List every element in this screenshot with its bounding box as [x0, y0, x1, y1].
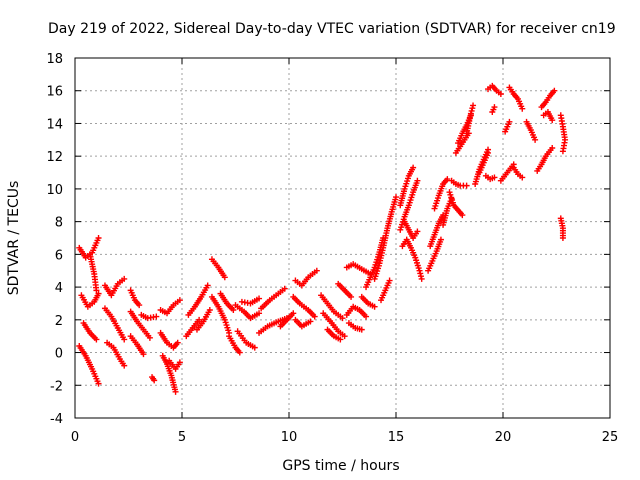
data-point: [313, 267, 320, 274]
plot-frame: [74, 57, 611, 419]
data-point: [176, 359, 183, 366]
data-point: [410, 164, 417, 171]
data-point: [93, 287, 100, 294]
data-point: [497, 91, 504, 97]
y-tick-label: 6: [55, 248, 63, 263]
data-point: [236, 349, 243, 356]
y-tick-label: -2: [50, 379, 63, 394]
data-point: [140, 351, 147, 358]
data-point: [95, 235, 102, 241]
data-point: [290, 310, 297, 317]
data-point: [339, 315, 346, 322]
data-point: [176, 297, 183, 304]
data-point: [467, 110, 474, 117]
data-point: [363, 313, 370, 320]
data-point: [414, 228, 421, 235]
data-point: [549, 145, 556, 151]
data-point: [470, 102, 477, 109]
x-tick-label: 25: [602, 430, 619, 445]
data-point: [337, 336, 344, 343]
data-point: [459, 212, 466, 219]
data-point: [469, 105, 476, 112]
y-tick-label: 4: [55, 281, 63, 296]
chart-title: Day 219 of 2022, Sidereal Day-to-day VTE…: [48, 21, 616, 37]
x-tick-label: 5: [178, 430, 186, 445]
y-tick-label: 8: [55, 216, 63, 231]
data-point: [307, 318, 314, 325]
data-point: [151, 377, 158, 384]
y-tick-label: 12: [46, 150, 63, 165]
data-point: [371, 303, 378, 310]
axis-ticks: [74, 57, 611, 419]
data-point: [463, 182, 470, 189]
data-point: [206, 307, 213, 313]
data-point: [418, 275, 425, 282]
data-point: [174, 339, 181, 346]
data-point: [146, 334, 153, 341]
data-point: [468, 107, 475, 114]
y-tick-label: 16: [46, 85, 63, 100]
x-tick-label: 0: [71, 430, 79, 445]
data-point: [230, 307, 237, 313]
data-point: [549, 117, 556, 124]
data-point: [348, 293, 355, 300]
data-points: [76, 82, 569, 395]
data-point: [256, 295, 263, 302]
data-point: [416, 267, 423, 274]
data-point: [121, 362, 128, 369]
data-point: [444, 176, 451, 183]
y-tick-label: 0: [55, 347, 63, 362]
data-point: [121, 275, 128, 282]
data-point: [251, 344, 258, 351]
data-point: [341, 333, 348, 340]
data-point: [506, 118, 513, 125]
data-point: [519, 174, 526, 181]
x-tick-label: 20: [495, 430, 512, 445]
data-point: [559, 148, 566, 155]
data-point: [311, 313, 318, 320]
data-point: [393, 194, 399, 201]
y-axis-label: SDTVAR / TECUs: [6, 181, 22, 296]
data-point: [386, 277, 393, 284]
data-point: [121, 336, 128, 343]
y-tick-label: -4: [50, 412, 63, 427]
y-tick-label: 2: [55, 314, 63, 329]
data-point: [281, 285, 288, 292]
y-tick-label: 18: [46, 52, 63, 67]
y-tick-label: 10: [46, 183, 63, 198]
data-point: [417, 273, 424, 280]
data-point: [204, 282, 211, 289]
data-point: [153, 313, 160, 320]
data-point: [532, 136, 539, 143]
data-point: [93, 336, 100, 343]
data-point: [519, 105, 526, 112]
data-point: [256, 310, 263, 317]
data-point: [491, 174, 498, 181]
data-point: [485, 149, 492, 156]
data-point: [414, 177, 421, 184]
tick-labels: 0 5 10 15 20 25 -4 -2 0 2 4 6 8 10 12 14 16 18: [46, 52, 618, 445]
data-point: [358, 326, 365, 333]
x-axis-label: GPS time / hours: [282, 458, 399, 474]
data-point: [551, 87, 558, 94]
data-point: [95, 290, 102, 297]
data-point: [136, 302, 143, 309]
data-point: [491, 104, 498, 111]
data-point: [559, 235, 566, 241]
data-point: [95, 380, 102, 387]
x-tick-label: 10: [281, 430, 298, 445]
data-point: [417, 270, 424, 277]
grid-lines: [75, 58, 610, 418]
x-tick-label: 15: [388, 430, 405, 445]
data-point: [172, 388, 179, 395]
data-point: [221, 274, 228, 281]
y-tick-label: 14: [46, 117, 63, 132]
data-point: [437, 236, 444, 243]
data-point: [196, 316, 203, 323]
